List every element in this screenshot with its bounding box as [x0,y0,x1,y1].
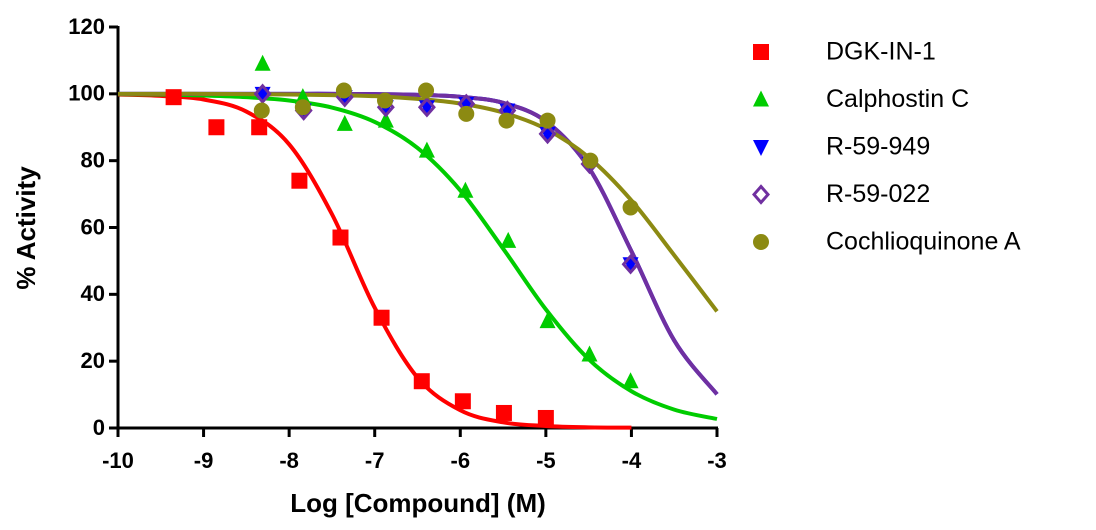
legend-label: R-59-022 [826,180,930,208]
x-tick-label: -10 [102,448,134,473]
legend-marker [753,140,769,156]
x-tick-label: -6 [451,448,471,473]
x-tick-label: -5 [536,448,556,473]
data-point [500,231,517,248]
legend-label: R-59-949 [826,133,930,161]
y-tick-label: 0 [93,415,105,440]
fit-curve [117,92,632,430]
data-point [458,105,475,122]
x-tick-label: -7 [365,448,385,473]
data-point [208,119,225,136]
fit-curve [117,92,718,421]
data-point [621,253,640,275]
data-point [376,92,393,109]
data-point [454,393,471,410]
data-point [622,372,639,389]
data-point [582,152,599,169]
y-tick-label: 120 [68,14,105,39]
x-tick-label: -8 [279,448,299,473]
data-point [253,102,270,119]
y-axis-label: % Activity [11,166,41,290]
data-point [294,99,311,116]
x-axis-label: Log [Compound] (M) [290,488,546,518]
legend-marker [753,44,769,60]
data-point [581,345,598,362]
data-point [253,83,272,105]
data-point [539,112,556,129]
data-point [538,123,557,145]
fit-curve [118,91,719,313]
x-tick-label: -3 [707,448,727,473]
y-tick-label: 40 [81,281,105,306]
data-point [622,199,639,216]
legend-marker [753,90,769,107]
data-point [413,373,430,390]
data-point [165,89,182,106]
data-point [418,141,435,158]
data-point [537,409,554,426]
legend-marker [753,234,769,250]
data-point [498,112,515,129]
legend-marker [752,184,770,205]
x-tick-label: -9 [194,448,214,473]
legend-label: DGK-IN-1 [826,38,936,66]
y-tick-label: 100 [68,81,105,106]
data-point [539,312,556,329]
data-point [254,54,271,71]
legend-label: Cochlioquinone A [826,228,1021,256]
data-point [291,172,308,189]
data-point [377,111,394,128]
data-point [495,404,512,421]
y-tick-label: 80 [81,147,105,172]
data-point [332,229,349,246]
data-point [373,309,390,326]
legend-label: Calphostin C [826,85,969,113]
data-point [335,82,352,99]
data-point [294,88,311,105]
y-tick-label: 20 [81,348,105,373]
x-tick-label: -4 [622,448,642,473]
fit-curve [118,91,719,396]
data-point [417,96,436,118]
y-tick-label: 60 [81,214,105,239]
data-point [418,82,435,99]
data-point [336,114,353,131]
data-point [251,119,268,136]
data-point [457,181,474,198]
